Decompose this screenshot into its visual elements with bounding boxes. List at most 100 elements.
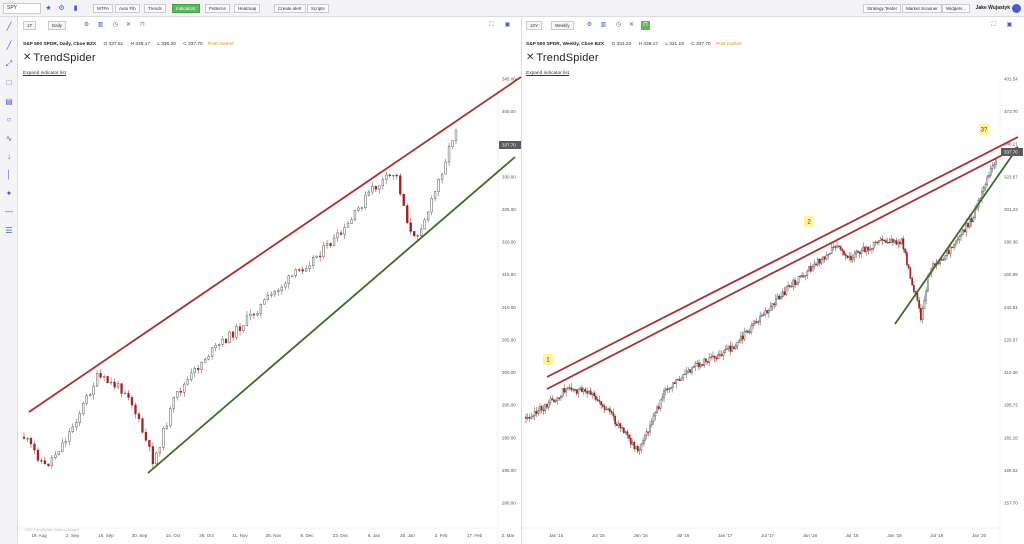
indicators-button[interactable]: Indicators (172, 4, 200, 13)
candle-body (155, 452, 158, 465)
candle-body (757, 321, 760, 323)
crosshair-icon[interactable]: ✕ (628, 22, 635, 28)
clock-icon[interactable]: ◷ (112, 22, 119, 28)
candle-body (925, 290, 927, 301)
candle-body (130, 397, 134, 406)
horizontal-line-icon[interactable]: — (5, 207, 13, 216)
rectangle-icon[interactable]: □ (6, 78, 12, 87)
candle-body (588, 390, 590, 394)
expand-indicator-list[interactable]: Expand indicator list (23, 71, 66, 76)
timeframe-select[interactable]: 1T (23, 21, 37, 30)
candle-body (703, 358, 706, 366)
clock-icon[interactable]: ◷ (615, 22, 622, 28)
candle-body (808, 266, 810, 272)
fullscreen-icon[interactable]: ⛶ (991, 22, 996, 28)
candle-body (556, 397, 559, 401)
candle-body (624, 431, 627, 433)
candle-body (670, 387, 672, 389)
heatmap-button[interactable]: Heatmap (234, 4, 261, 13)
candle-body (616, 423, 618, 426)
interval-select[interactable]: Weekly (551, 21, 574, 30)
layout-icon[interactable]: ▮ (73, 5, 78, 12)
mtfa-button[interactable]: MTFA (93, 4, 113, 13)
candle-body (860, 250, 863, 254)
candle-body (811, 266, 814, 272)
candle-body (197, 368, 200, 370)
chart-type-icon[interactable]: ▥ (97, 22, 104, 28)
candle-body (747, 330, 749, 333)
expand-indicator-list[interactable]: Expand indicator list (526, 71, 569, 76)
circle-icon[interactable]: ○ (6, 115, 12, 124)
candle-body (318, 255, 322, 258)
avatar[interactable] (1012, 4, 1021, 13)
candle-body (762, 314, 765, 316)
trendline-icon[interactable]: ╱ (6, 22, 12, 31)
fullscreen-icon[interactable]: ⛶ (489, 22, 494, 28)
trends-button[interactable]: Trends (144, 4, 166, 13)
magnet-icon[interactable]: ⊓ (641, 21, 650, 30)
candle-body (635, 445, 637, 450)
strategy-tester-button[interactable]: Strategy Tester (863, 4, 902, 13)
market-scanner-button[interactable]: Market Scanner (902, 4, 942, 13)
crosshair-icon[interactable]: ✕ (125, 22, 132, 28)
settings-icon[interactable]: ⚙ (58, 5, 65, 12)
candle-body (600, 401, 602, 406)
candle-body (949, 246, 952, 255)
candle-body (176, 390, 179, 398)
star-icon[interactable]: ★ (45, 5, 52, 12)
patterns-button[interactable]: Patterns (205, 4, 230, 13)
cursor-icon[interactable]: ✦ (5, 189, 13, 198)
timeframe-select[interactable]: 10Y (526, 21, 543, 30)
candle-body (802, 275, 805, 278)
auto-fib-button[interactable]: Auto Fib (115, 4, 140, 13)
magnet-icon[interactable]: ⊓ (140, 22, 145, 28)
candle-body (775, 298, 777, 306)
interval-select[interactable]: Daily (48, 21, 67, 30)
candle-body (661, 397, 664, 401)
candle-body (970, 218, 973, 223)
candle-body (685, 371, 688, 375)
user-name[interactable]: Jake Wujastyk (975, 5, 1010, 11)
x-tick-label: 11. Nov (232, 533, 248, 538)
candle-body (940, 259, 943, 261)
y-tick-label: 195.72 (1004, 403, 1018, 408)
ray-icon[interactable]: ╱ (6, 41, 12, 50)
right-chart-panel[interactable]: 10Y Weekly ⚙ ▥ ◷ ✕ ⊓ ⛶ ▣ 401.54 373.70 348… (522, 17, 1024, 544)
vertical-line-icon[interactable]: │ (6, 170, 12, 179)
fib-icon[interactable]: ∿ (5, 134, 13, 143)
left-chart-canvas[interactable]: 345.00340.00335.00330.00325.00320.00315.… (19, 17, 522, 544)
channel-icon[interactable]: ⤢ (5, 59, 13, 68)
candle-body (547, 401, 550, 408)
y-tick-label: 330.00 (502, 174, 516, 179)
camera-icon[interactable]: ▣ (504, 22, 511, 28)
create-alert-button[interactable]: Create alert (274, 4, 306, 13)
left-chart-panel[interactable]: 1T Daily ⚙ ▥ ◷ ✕ ⊓ ⛶ ▣ 345.00340.00335.0… (19, 17, 522, 544)
candle-body (123, 392, 127, 395)
camera-icon[interactable]: ▣ (1006, 22, 1013, 28)
candle-body (169, 408, 172, 427)
candle-body (841, 248, 844, 252)
symbol-input[interactable]: SPY (3, 3, 41, 14)
right-chart-canvas[interactable]: 401.54 373.70 348.21 323.67 301.23 280.36 260.… (522, 17, 1024, 544)
touch-point-badge (804, 216, 814, 227)
chart-settings-icon[interactable]: ⚙ (83, 22, 90, 28)
candle-body (551, 398, 554, 401)
widgets-button[interactable]: Widgets... (942, 4, 971, 13)
candle-body (738, 340, 741, 343)
shape-icon[interactable]: ▤ (5, 97, 13, 106)
candle-body (764, 310, 767, 315)
candle-body (158, 447, 162, 454)
candle-body (437, 179, 440, 192)
arrow-down-icon[interactable]: ↓ (7, 152, 11, 161)
candle-body (780, 296, 782, 300)
candle-body (699, 364, 702, 368)
candle-body (612, 412, 615, 417)
candle-body (603, 406, 606, 410)
settings-lines-icon[interactable]: ☰ (5, 226, 13, 235)
y-tick-label: 301.23 (1004, 207, 1018, 212)
chart-settings-icon[interactable]: ⚙ (586, 22, 593, 28)
scripts-button[interactable]: Scripts (307, 4, 329, 13)
candle-body (754, 321, 756, 324)
chart-type-icon[interactable]: ▥ (600, 22, 607, 28)
candle-body (582, 389, 585, 392)
